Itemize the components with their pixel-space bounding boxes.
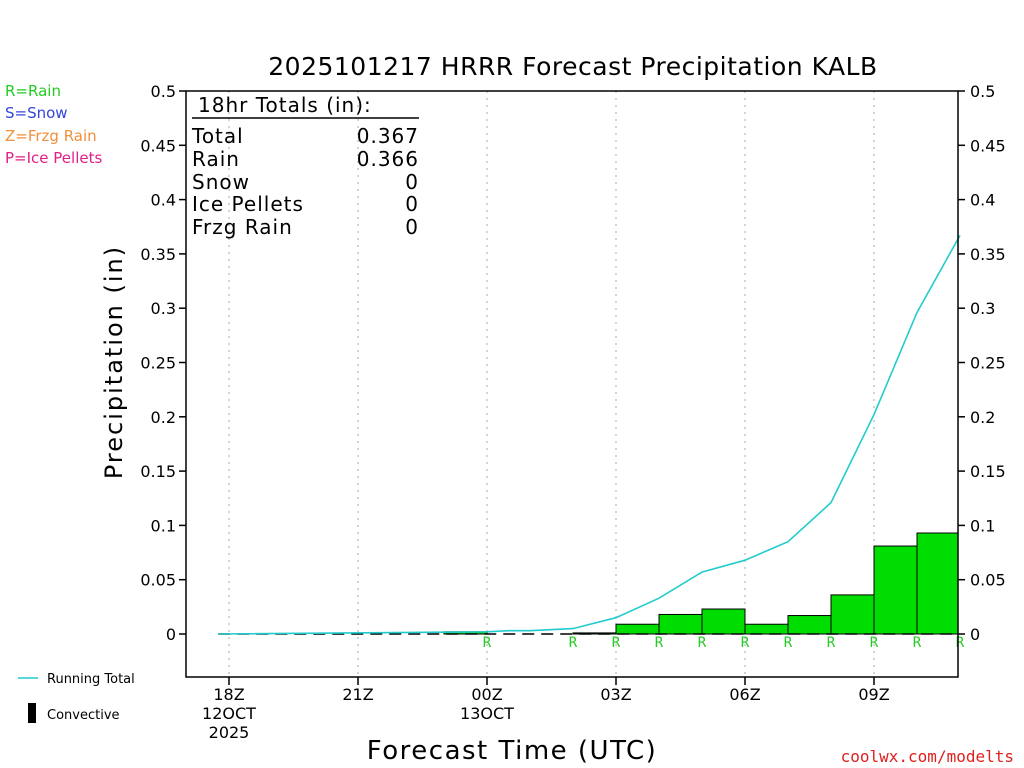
legend-ice-pellets: P=Ice Pellets [5,149,102,167]
credit-text: coolwx.com/modelts [841,747,1014,766]
y-tick-label-right: 0.4 [970,191,995,210]
totals-value-snow: 0 [405,170,419,194]
precip-bar [615,623,660,635]
totals-box: 18hr Totals (in): Total 0.367 Rain 0.366… [191,93,419,239]
precip-type-marker: R [741,635,750,651]
precip-bar [830,594,875,635]
precip-bar [658,613,703,635]
y-tick-label-right: 0.25 [970,354,1006,373]
chart-title: 2025101217 HRRR Forecast Precipitation K… [268,52,877,81]
precip-type-marker: R [569,635,578,651]
y-tick-label-right: 0.05 [970,571,1006,590]
x-tick-label: 06Z [729,685,760,704]
y-tick-label-left: 0.5 [151,82,176,101]
y-tick-label-left: 0.1 [151,516,176,535]
x-tick-label: 00Z [471,685,502,704]
precip-type-marker: R [870,635,879,651]
precip-bar [916,532,959,635]
legend-snow: S=Snow [5,104,68,122]
legend-rain: R=Rain [5,82,61,100]
x-tick-label: 09Z [858,685,889,704]
y-tick-label-left: 0.4 [151,191,176,210]
y-tick-label-right: 0 [970,625,980,644]
y-tick-label-right: 0.15 [970,462,1006,481]
totals-value-frzg-rain: 0 [405,215,419,239]
precip-type-marker: R [913,635,922,651]
totals-label-ice-pellets: Ice Pellets [192,192,304,216]
x-tick-label: 13OCT [460,704,514,723]
precip-type-marker: R [784,635,793,651]
y-tick-label-right: 0.1 [970,516,995,535]
totals-value-rain: 0.366 [357,147,419,171]
plot-frame [185,90,959,678]
x-tick-label: 12OCT [202,704,256,723]
precip-bar [787,615,832,635]
y-tick-label-right: 0.3 [970,299,995,318]
y-tick-label-left: 0.15 [140,462,176,481]
totals-value-ice-pellets: 0 [405,192,419,216]
y-tick-label-right: 0.45 [970,136,1006,155]
y-tick-label-left: 0.25 [140,354,176,373]
convective-legend-swatch [28,703,36,723]
running-total-legend-label: Running Total [47,672,135,687]
precip-bar [744,623,789,635]
precip-type-marker: R [655,635,664,651]
y-axis-right: 0 0.05 0.1 0.15 0.2 0.25 0.3 0.35 0.4 0.45 0.5 [958,82,1006,644]
convective-legend-label: Convective [47,708,120,723]
y-tick-label-left: 0 [166,625,176,644]
totals-label-snow: Snow [192,170,250,194]
precip-bar [873,545,918,635]
precip-type-marker: R [483,635,492,651]
y-tick-label-right: 0.5 [970,82,995,101]
y-tick-label-left: 0.05 [140,571,176,590]
series-legend: Running Total Convective [18,672,135,723]
running-total-series [218,235,961,635]
x-tick-label: 2025 [209,723,250,742]
precip-type-marker: R [956,635,965,651]
y-tick-label-left: 0.45 [140,136,176,155]
totals-header: 18hr Totals (in): [198,93,372,117]
precip-type-legend: R=Rain S=Snow Z=Frzg Rain P=Ice Pellets [5,82,102,167]
x-tick-label: 21Z [342,685,373,704]
vertical-gridlines [228,91,875,677]
y-tick-label-left: 0.35 [140,245,176,264]
totals-label-rain: Rain [192,147,240,171]
x-tick-label: 18Z [213,685,244,704]
y-tick-label-left: 0.3 [151,299,176,318]
precip-bar [701,608,746,635]
y-axis-label: Precipitation (in) [100,245,128,479]
x-tick-label: 03Z [600,685,631,704]
totals-value-total: 0.367 [357,124,419,148]
totals-label-frzg-rain: Frzg Rain [192,215,293,239]
precip-type-marker: R [827,635,836,651]
totals-label-total: Total [191,124,244,148]
x-axis-label: Forecast Time (UTC) [367,736,658,766]
precip-type-marker: R [612,635,621,651]
y-tick-label-right: 0.35 [970,245,1006,264]
hourly-precip-bars [443,532,959,635]
y-tick-label-left: 0.2 [151,408,176,427]
legend-frzg-rain: Z=Frzg Rain [5,127,97,145]
precip-type-marker: R [698,635,707,651]
y-tick-label-right: 0.2 [970,408,995,427]
y-axis-left: 0 0.05 0.1 0.15 0.2 0.25 0.3 0.35 0.4 0.45 0.5 [140,82,186,644]
running-total-line [218,235,961,635]
